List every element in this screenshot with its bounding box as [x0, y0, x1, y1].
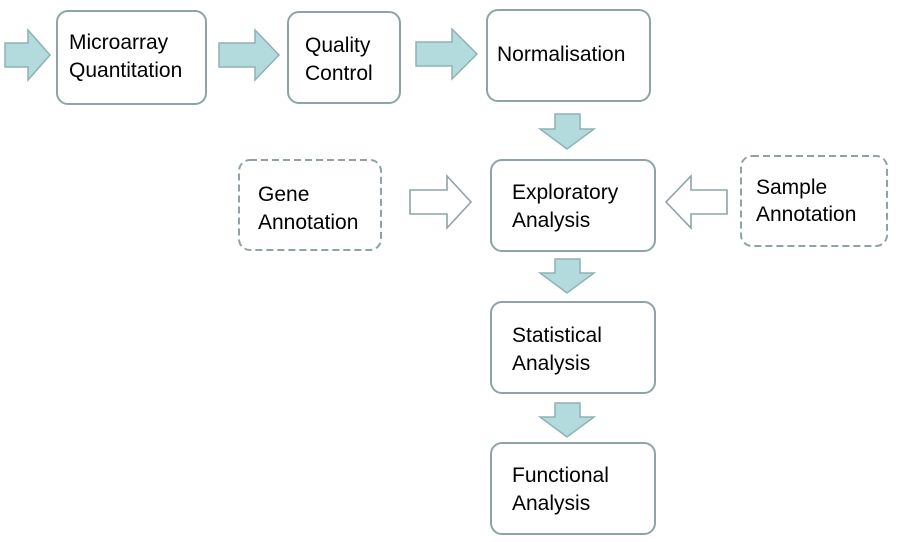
- node-label-line2: Quantitation: [69, 59, 182, 82]
- node-sample-annotation: Sample Annotation: [740, 155, 888, 247]
- node-label-line2: Control: [305, 62, 373, 85]
- node-label-line2: Annotation: [756, 203, 856, 226]
- node-box: [238, 159, 382, 251]
- arrow-exploratory-to-statistical: [537, 258, 597, 294]
- node-box: [287, 11, 401, 104]
- arrow-gene-annotation-to-exploratory: [409, 173, 473, 231]
- arrow-normalisation-to-exploratory: [537, 113, 597, 150]
- node-exploratory-analysis: Exploratory Analysis: [490, 159, 656, 252]
- node-box: [490, 442, 656, 535]
- node-label-line2: Annotation: [258, 211, 358, 234]
- node-gene-annotation: Gene Annotation: [238, 159, 382, 251]
- node-label-line1: Microarray: [69, 31, 169, 54]
- node-label-line1: Statistical: [512, 324, 602, 347]
- node-label-line2: Analysis: [512, 209, 590, 232]
- node-label-line2: Analysis: [512, 352, 590, 375]
- arrow-quality-to-normalisation: [415, 27, 479, 81]
- node-box: [740, 155, 888, 247]
- arrow-statistical-to-functional: [537, 402, 597, 438]
- node-microarray-quantitation: Microarray Quantitation: [56, 10, 207, 105]
- node-normalisation: Normalisation: [486, 9, 651, 102]
- arrow-sample-annotation-to-exploratory: [664, 174, 728, 230]
- node-label-line1: Functional: [512, 464, 609, 487]
- node-box: [490, 159, 656, 252]
- node-quality-control: Quality Control: [287, 11, 401, 104]
- node-box: [56, 10, 207, 105]
- node-functional-analysis: Functional Analysis: [490, 442, 656, 535]
- arrow-entry-to-microarray: [4, 28, 51, 82]
- node-box: [486, 9, 651, 102]
- node-label-line1: Gene: [258, 183, 309, 206]
- node-label-line1: Exploratory: [512, 181, 619, 204]
- node-label-line1: Normalisation: [497, 43, 625, 66]
- node-statistical-analysis: Statistical Analysis: [490, 301, 656, 394]
- node-label-line1: Quality: [305, 34, 371, 57]
- node-box: [490, 301, 656, 394]
- node-label-line2: Analysis: [512, 492, 590, 515]
- arrow-microarray-to-quality: [218, 28, 281, 82]
- node-label-line1: Sample: [756, 176, 827, 199]
